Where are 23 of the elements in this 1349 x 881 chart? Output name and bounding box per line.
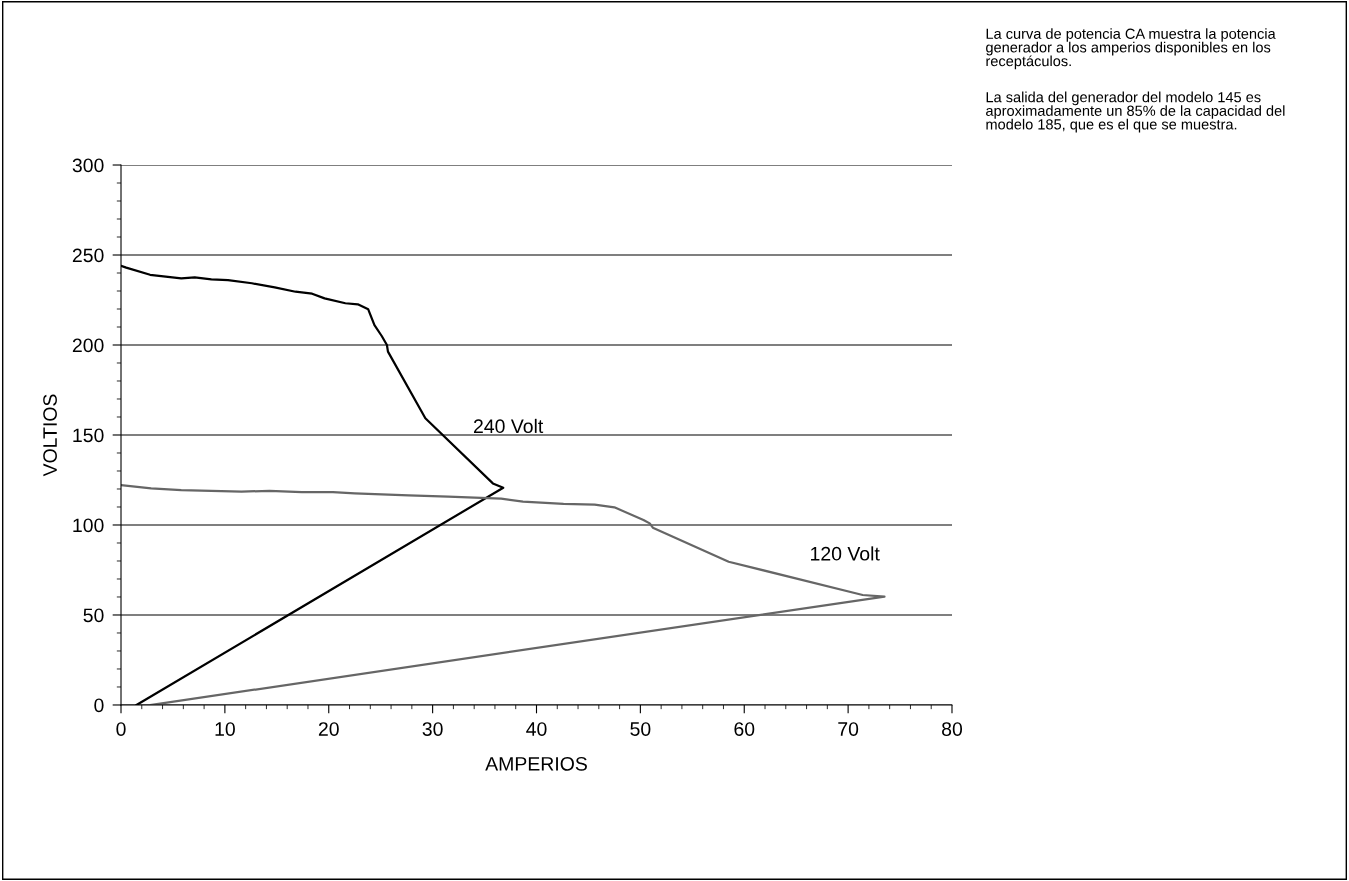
x-tick-label: 30 [422,722,443,736]
y-tick-label: 250 [72,248,104,263]
y-tick-label: 200 [72,338,104,353]
y-axis-title: VOLTIOS [43,394,57,477]
x-tick-label: 60 [734,722,755,736]
x-axis-title: AMPERIOS [485,756,587,771]
x-tick-label: 80 [942,722,963,736]
x-tick-label: 10 [215,722,235,736]
text: La curva de potencia CA muestra la potencia generador a los amperios disponibles en los receptáculos. [986,28,1276,70]
text: La salida del generador del modelo 145 es aproximadamente un 85% de la capacidad del modelo 185, que es el que se muestra. [986,91,1285,133]
x-tick-label: 50 [630,722,651,736]
series-label: 240 Volt [473,418,544,434]
y-tick-label: 300 [72,158,104,173]
y-tick-label: 0 [94,698,104,713]
x-tick-label: 0 [116,722,126,736]
y-tick-label: 50 [83,608,104,623]
series-label: 120 Volt [811,546,880,561]
x-tick-label: 40 [526,722,547,736]
x-tick-label: 70 [838,722,859,736]
line-series [121,483,886,705]
y-tick-label: 100 [73,518,104,533]
y-tick-label: 150 [73,428,104,443]
x-tick-label: 20 [318,722,339,736]
